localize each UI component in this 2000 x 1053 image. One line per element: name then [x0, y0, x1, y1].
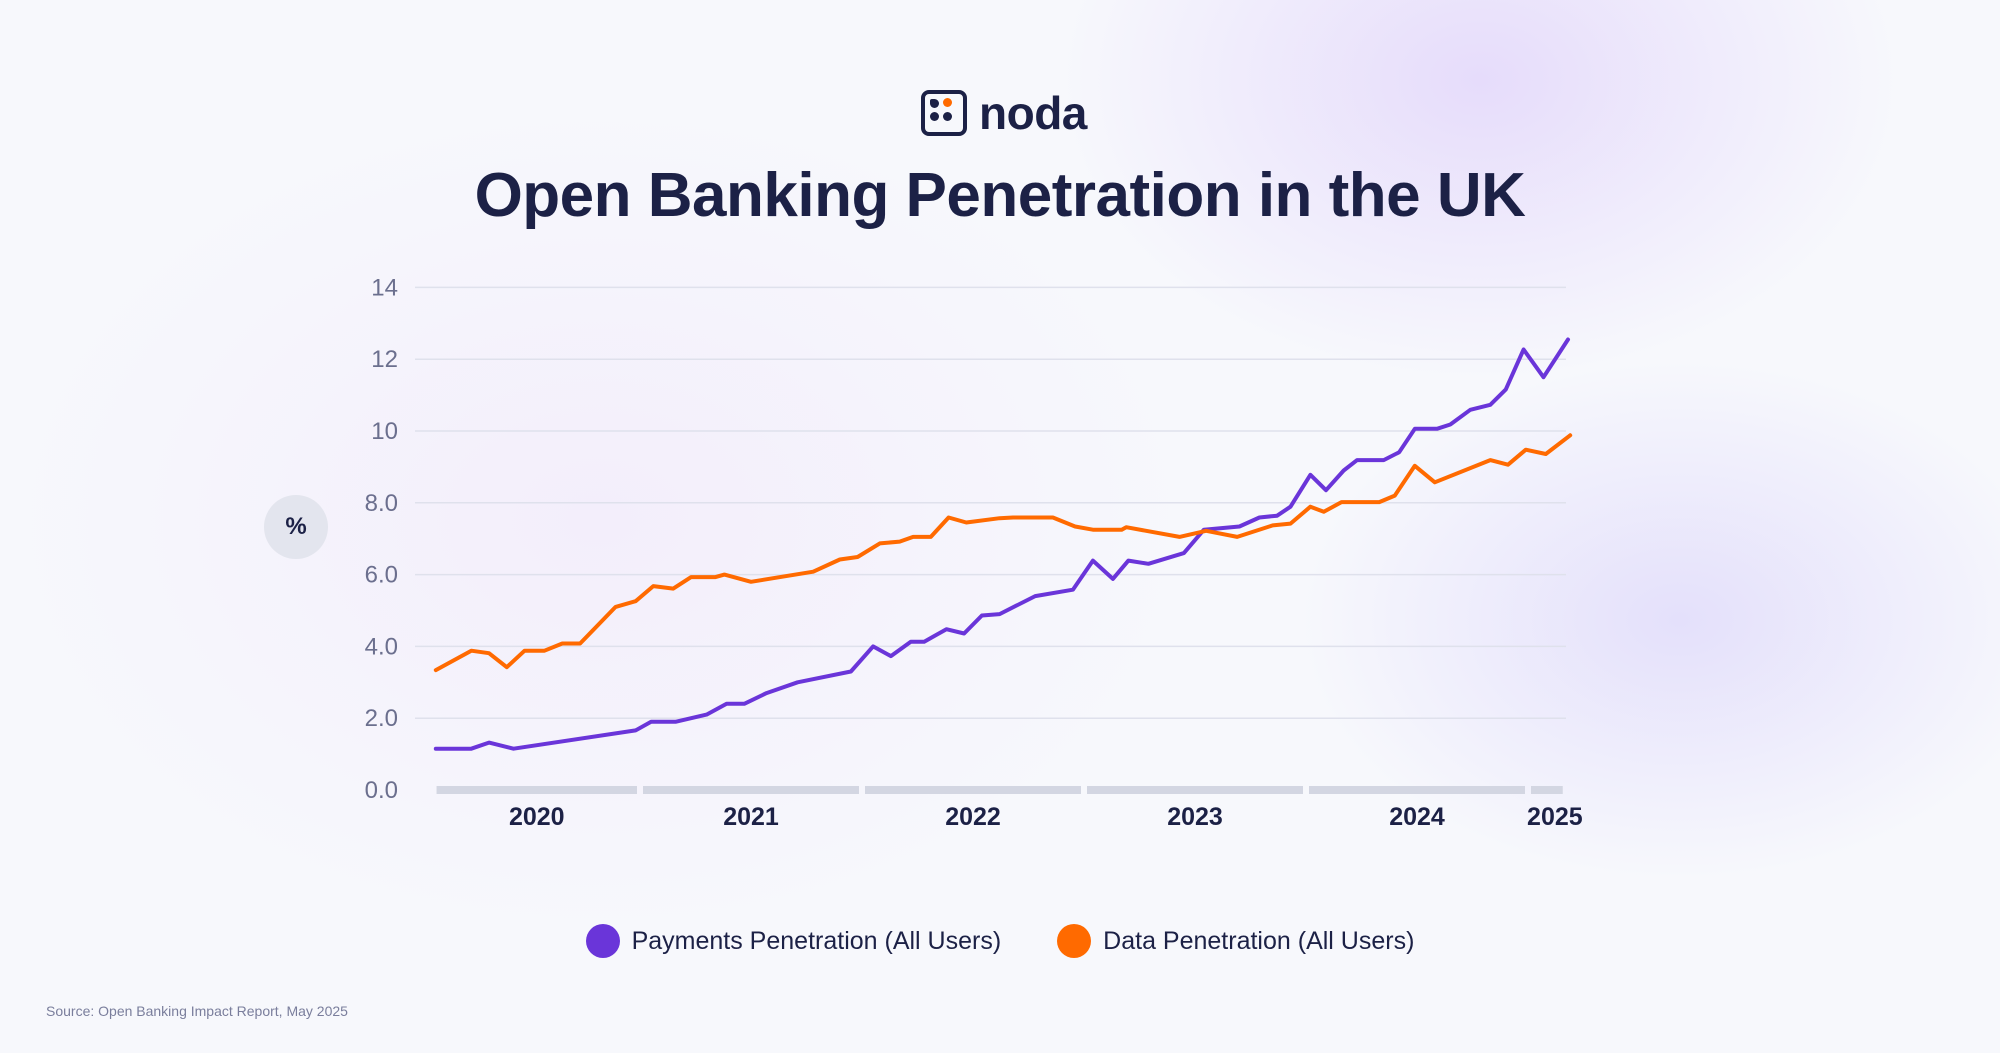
legend-label-data: Data Penetration (All Users)	[1103, 926, 1415, 955]
legend-swatch-payments	[585, 924, 620, 958]
y-tick-label: 10	[371, 418, 398, 445]
series-line-payments	[433, 337, 1570, 751]
y-axis-unit-badge: %	[264, 495, 328, 559]
series-line-data	[433, 433, 1573, 673]
y-tick-label: 0.0	[365, 777, 398, 804]
source-note: Source: Open Banking Impact Report, May …	[46, 1003, 348, 1019]
brand-name: noda	[979, 87, 1087, 139]
year-band	[865, 786, 1081, 794]
legend-item-payments: Payments Penetration (All Users)	[585, 924, 1002, 958]
x-tick-label: 2020	[509, 803, 565, 831]
y-tick-label: 12	[371, 346, 398, 373]
year-band	[1309, 786, 1525, 794]
x-tick-label: 2024	[1389, 803, 1445, 831]
x-tick-label: 2025	[1527, 803, 1583, 831]
x-tick-label: 2023	[1167, 803, 1223, 831]
noda-logo-icon	[921, 90, 967, 136]
year-band	[1087, 786, 1303, 794]
x-tick-label: 2022	[945, 803, 1001, 831]
legend-swatch-data	[1057, 924, 1092, 958]
y-tick-label: 8.0	[365, 490, 398, 517]
x-tick-label: 2021	[723, 803, 779, 831]
chart-title: Open Banking Penetration in the UK	[474, 161, 1526, 230]
y-tick-label: 6.0	[365, 562, 398, 589]
legend: Payments Penetration (All Users) Data Pe…	[0, 924, 2000, 958]
legend-item-data: Data Penetration (All Users)	[1057, 924, 1414, 958]
year-band	[436, 786, 637, 794]
noda-logo: noda	[921, 90, 1087, 136]
year-band	[1531, 786, 1563, 794]
y-tick-label: 2.0	[365, 705, 398, 732]
y-tick-label: 14	[371, 274, 398, 301]
y-tick-label: 4.0	[365, 633, 398, 660]
year-band	[643, 786, 859, 794]
legend-label-payments: Payments Penetration (All Users)	[631, 926, 1002, 955]
